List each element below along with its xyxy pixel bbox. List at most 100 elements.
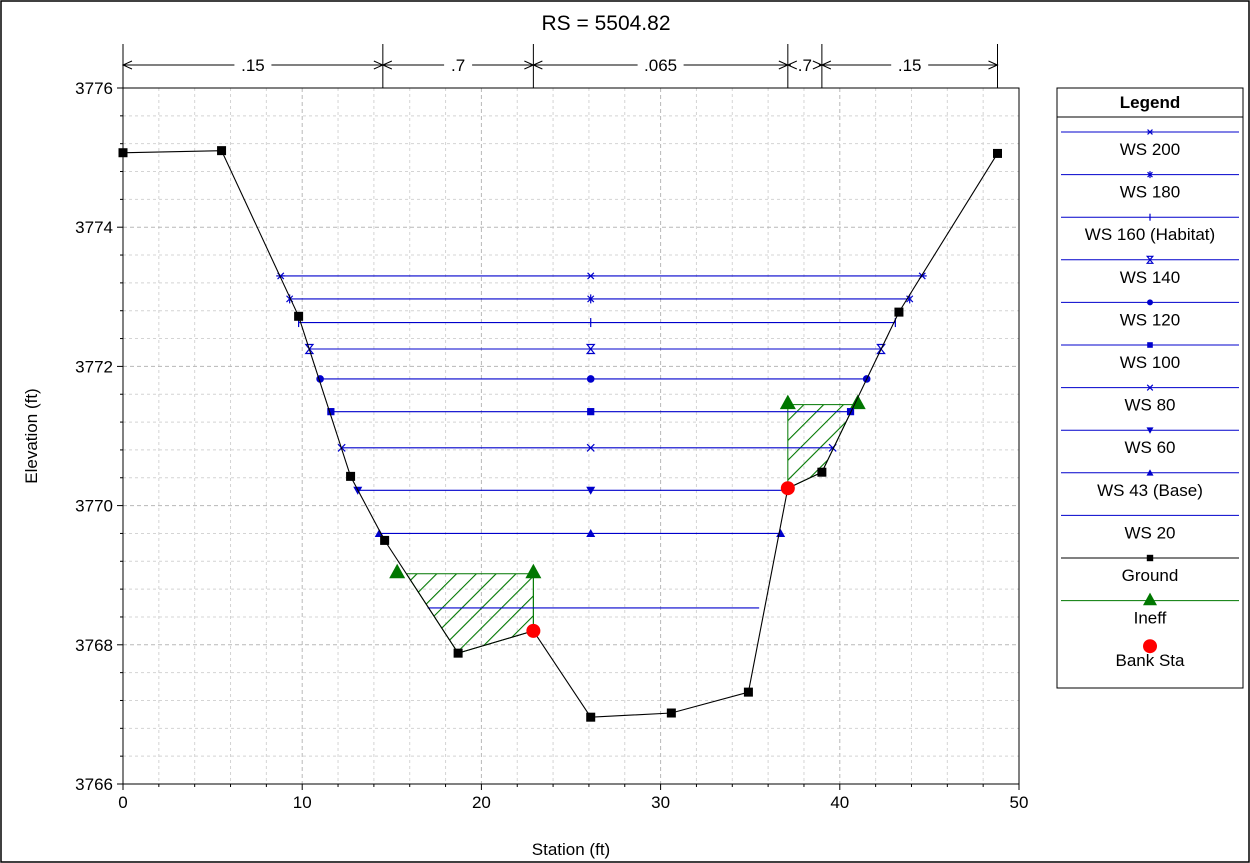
n-arrow-head [121,60,133,70]
water-surface-marker-stroke [587,272,595,280]
water-surface-marker-shape [585,343,596,355]
legend-swatch-marker-stroke [1146,384,1154,391]
y-axis-ticks: 3766 3768 3770 3772 3774 3776 [75,79,123,794]
n-value-label: .7 [798,56,812,75]
n-value-label: .15 [898,56,922,75]
water-surface-marker-shape [304,343,315,355]
legend-item: WS 43 (Base) [1061,469,1239,500]
ineff-marker [525,563,542,579]
water-surface-marker [327,408,335,416]
y-axis-label: Elevation (ft) [22,388,41,483]
legend-swatch-marker-shape [1147,299,1153,306]
legend-swatch-marker-shape [1145,255,1155,264]
legend-item-label: WS 100 [1120,353,1180,372]
ground-point [992,148,1002,158]
legend-swatch-marker [1143,592,1157,606]
legend-swatch-marker [1146,469,1154,476]
legend-item: WS 180 [1061,171,1239,202]
y-tick-label: 3768 [75,636,113,655]
n-arrow-head [988,60,999,70]
legend-item-label: Ground [1122,566,1179,585]
y-tick-label: 3776 [75,79,113,98]
plot-area-border [122,87,1020,785]
water-surface-marker-shape [587,408,595,416]
x-tick-label: 40 [830,793,849,812]
n-value-label: .15 [241,56,265,75]
legend-swatch-marker [1147,171,1153,179]
ground-point [743,687,753,697]
n-arrow-head [820,60,832,70]
x-tick-label: 30 [651,793,670,812]
legend-item: WS 20 [1061,514,1239,542]
water-surface-marker [304,343,315,355]
legend-item: WS 200 [1061,129,1239,159]
ground-point [586,712,596,722]
y-tick-label: 3766 [75,775,113,794]
legend-item: WS 80 [1061,384,1239,415]
water-surface-marker [586,375,595,383]
water-surface-marker [586,443,595,452]
legend-item: Ineff [1061,592,1239,628]
water-surface-marker-shape [586,528,596,538]
x-tick-label: 10 [293,793,312,812]
legend-item: WS 60 [1061,427,1239,457]
water-surface-marker [587,294,595,304]
legend-item: Bank Sta [1116,639,1186,670]
legend-item: WS 160 (Habitat) [1061,213,1239,244]
legend-swatch-marker-shape [1146,427,1154,434]
legend-item: WS 120 [1061,299,1239,329]
ground-point [894,307,904,317]
legend-swatch-marker [1147,342,1153,348]
legend-swatch-marker-shape [1143,592,1157,606]
water-surface-line [304,343,886,355]
legend-item-label: Bank Sta [1116,651,1186,670]
water-surface-line [286,294,914,304]
water-surface-marker [585,343,596,355]
legend-item-label: WS 140 [1120,268,1180,287]
chart-title: RS = 5504.82 [541,12,670,35]
legend-swatch-marker [1146,554,1154,562]
legend-swatch-marker [1147,299,1153,306]
water-surface-marker [906,294,914,304]
water-surface-marker [876,343,886,355]
water-surface-marker [586,272,596,280]
legend-title: Legend [1120,93,1180,112]
n-arrow-head [532,60,543,70]
legend-swatch [1143,639,1157,654]
legend-item-label: WS 160 (Habitat) [1085,225,1215,244]
n-arrow-head [786,60,798,70]
manning-n-annotations: .15 .7 .065 .7 .15 [121,44,999,88]
water-surface-marker-shape [327,408,335,416]
x-tick-label: 50 [1010,793,1029,812]
legend-item-label: WS 200 [1120,140,1180,159]
bank-station-marker [780,481,795,496]
ground-point [217,146,227,156]
ground-point [380,535,390,545]
ground-point [346,471,356,481]
legend-item-label: WS 180 [1120,183,1180,202]
ineff-marker-shape [779,394,796,410]
legend-swatch-marker [1145,255,1155,264]
water-surface-marker-stroke [586,443,595,452]
bank-station-marker [526,623,541,638]
x-axis-ticks: 0 10 20 30 40 50 [118,784,1028,812]
x-axis-label: Station (ft) [532,840,610,859]
n-arrow-head [381,60,393,70]
legend-swatch-marker [1146,384,1154,391]
y-tick-label: 3772 [75,357,113,376]
n-value-label: .7 [451,56,465,75]
water-surface-marker-stroke [277,272,285,280]
water-surface-marker [586,486,596,495]
legend: Legend WS 200 WS 180 WS 160 (Habitat) WS 140… [1056,87,1244,689]
grid-lines [123,88,1019,784]
ineff-marker [779,394,796,410]
water-surface-marker-shape [586,486,596,495]
legend-swatch-marker-stroke [1147,129,1153,135]
legend-swatch-marker [1146,129,1154,135]
legend-swatch-marker-shape [1146,469,1154,476]
ground-line [122,150,998,718]
y-tick-label: 3774 [75,218,113,237]
legend-item: Ground [1061,554,1239,585]
legend-swatch-marker [1146,427,1154,434]
